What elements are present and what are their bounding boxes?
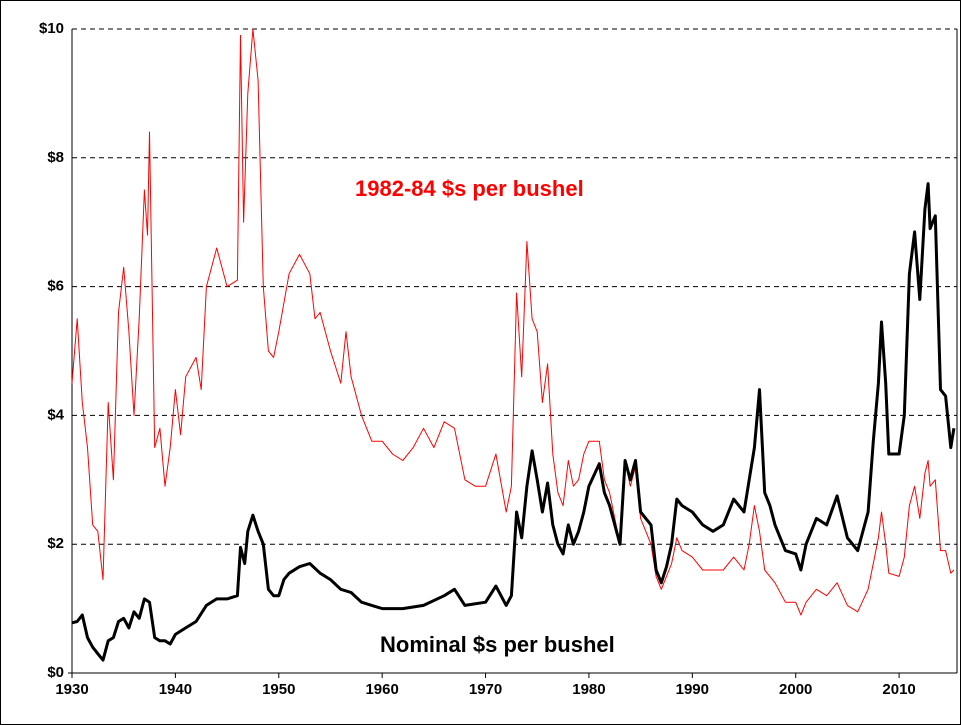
- x-tick-label: 1990: [676, 681, 709, 698]
- y-tick-label: $2: [47, 535, 64, 552]
- x-tick-label: 1940: [159, 681, 192, 698]
- series-line: [71, 182, 956, 662]
- y-tick-label: $4: [47, 406, 64, 423]
- x-tick-label: 2000: [779, 681, 812, 698]
- y-tick-label: $6: [47, 278, 64, 295]
- y-tick-label: $10: [39, 20, 64, 37]
- x-tick-label: 1960: [365, 681, 398, 698]
- series-label: Nominal $s per bushel: [380, 632, 615, 657]
- x-tick-label: 1950: [262, 681, 295, 698]
- y-tick-label: $0: [47, 664, 64, 681]
- x-tick-label: 1970: [469, 681, 502, 698]
- series-label: 1982-84 $s per bushel: [355, 176, 584, 201]
- x-tick-label: 1980: [572, 681, 605, 698]
- x-tick-label: 2010: [882, 681, 915, 698]
- x-tick-label: 1930: [55, 681, 88, 698]
- series-line: [71, 28, 955, 616]
- y-tick-label: $8: [47, 149, 64, 166]
